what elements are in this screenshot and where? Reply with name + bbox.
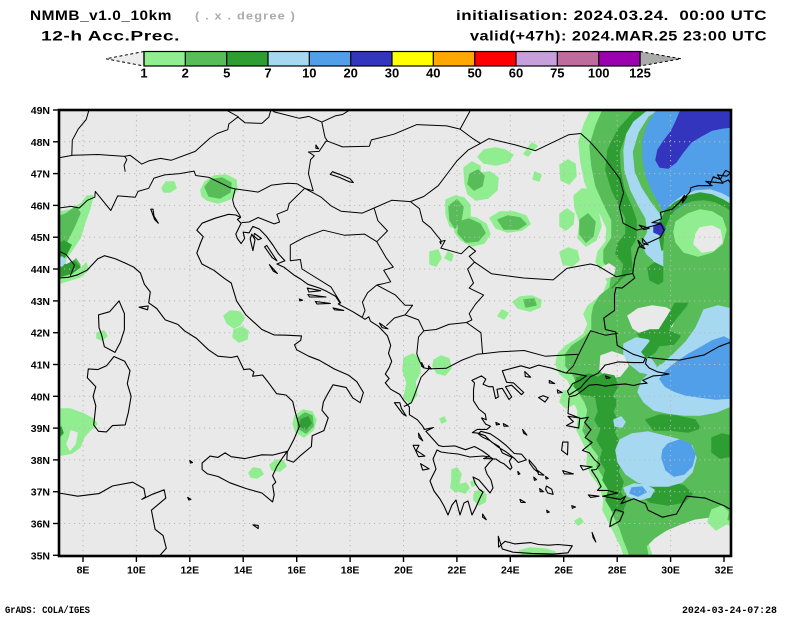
svg-text:47N: 47N (31, 169, 50, 181)
svg-text:5: 5 (223, 66, 230, 81)
svg-text:24E: 24E (501, 565, 520, 577)
svg-text:26E: 26E (554, 565, 573, 577)
svg-text:7: 7 (264, 66, 271, 81)
svg-text:10E: 10E (127, 565, 146, 577)
svg-text:18E: 18E (341, 565, 360, 577)
svg-text:GrADS: COLA/IGES: GrADS: COLA/IGES (5, 605, 90, 617)
svg-text:36N: 36N (31, 519, 50, 531)
svg-text:20E: 20E (394, 565, 413, 577)
svg-text:30: 30 (385, 66, 399, 81)
svg-text:( . x . degree ): ( . x . degree ) (195, 11, 296, 23)
svg-text:2: 2 (182, 66, 189, 81)
svg-text:initialisation: 2024.03.24. 0: initialisation: 2024.03.24. 00:00 UTC (456, 8, 767, 23)
svg-text:12E: 12E (180, 565, 199, 577)
svg-text:8E: 8E (77, 565, 90, 577)
svg-text:75: 75 (550, 66, 564, 81)
svg-text:38N: 38N (31, 455, 50, 467)
svg-text:14E: 14E (234, 565, 253, 577)
svg-text:32E: 32E (715, 565, 734, 577)
svg-text:125: 125 (629, 66, 651, 81)
svg-text:30E: 30E (661, 565, 680, 577)
svg-text:44N: 44N (31, 264, 50, 276)
svg-text:20: 20 (343, 66, 357, 81)
svg-text:16E: 16E (287, 565, 306, 577)
svg-text:NMMB_v1.0_10km: NMMB_v1.0_10km (30, 7, 172, 23)
svg-text:60: 60 (509, 66, 523, 81)
svg-text:22E: 22E (448, 565, 467, 577)
svg-text:1: 1 (140, 66, 147, 81)
svg-text:40: 40 (426, 66, 440, 81)
svg-text:2024-03-24-07:28: 2024-03-24-07:28 (682, 605, 777, 617)
svg-text:10: 10 (302, 66, 316, 81)
svg-text:46N: 46N (31, 200, 50, 212)
svg-text:12-h Acc.Prec.: 12-h Acc.Prec. (41, 29, 180, 44)
svg-text:35N: 35N (31, 550, 50, 562)
svg-text:40N: 40N (31, 391, 50, 403)
svg-text:50: 50 (467, 66, 481, 81)
svg-text:39N: 39N (31, 423, 50, 435)
svg-text:45N: 45N (31, 232, 50, 244)
svg-text:48N: 48N (31, 137, 50, 149)
svg-text:100: 100 (588, 66, 610, 81)
svg-text:37N: 37N (31, 487, 50, 499)
svg-text:28E: 28E (608, 565, 627, 577)
svg-text:valid(+47h): 2024.MAR.25 23:00: valid(+47h): 2024.MAR.25 23:00 UTC (470, 29, 767, 44)
svg-text:49N: 49N (31, 105, 50, 117)
svg-text:41N: 41N (31, 360, 50, 372)
svg-text:42N: 42N (31, 328, 50, 340)
svg-text:43N: 43N (31, 296, 50, 308)
